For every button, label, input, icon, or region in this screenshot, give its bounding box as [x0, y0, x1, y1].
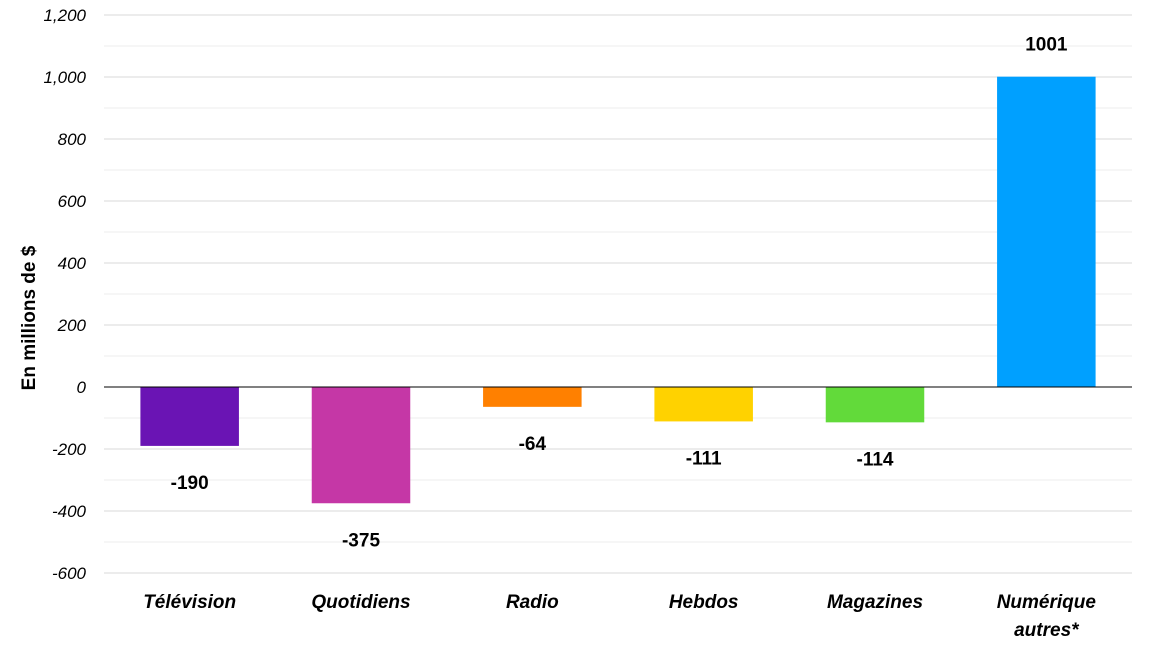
category-label: Télévision — [143, 592, 236, 613]
bar — [483, 387, 582, 407]
data-label: -375 — [342, 530, 380, 551]
y-tick-label: 1,200 — [43, 6, 86, 25]
y-axis-title: En millions de $ — [19, 245, 40, 390]
y-tick-label: 200 — [57, 316, 87, 335]
data-label: 1001 — [1025, 35, 1068, 56]
y-tick-label: -400 — [52, 502, 87, 521]
category-label: Magazines — [827, 592, 923, 613]
category-label: autres* — [1014, 620, 1080, 641]
bars — [140, 76, 1096, 504]
data-label: -111 — [686, 448, 722, 469]
y-tick-label: 1,000 — [43, 68, 86, 87]
y-tick-label: 800 — [58, 130, 87, 149]
y-tick-label: -600 — [52, 564, 87, 583]
y-tick-label: -200 — [52, 440, 87, 459]
data-label: -64 — [519, 434, 547, 455]
category-label: Numérique — [997, 592, 1097, 613]
data-label: -114 — [857, 449, 894, 470]
category-label: Hebdos — [669, 592, 739, 613]
y-tick-label: 600 — [58, 192, 87, 211]
bar — [311, 387, 411, 504]
bar — [825, 387, 925, 423]
bar — [997, 76, 1096, 387]
y-tick-label: 400 — [58, 254, 87, 273]
gridlines — [104, 14, 1132, 574]
category-label: Quotidiens — [311, 592, 410, 613]
category-label: Radio — [506, 592, 559, 613]
data-label: -190 — [171, 473, 209, 494]
y-tick-label: 0 — [77, 378, 87, 397]
bar — [654, 387, 753, 422]
labels: -600 -400 -200 0 200 400 600 800 1,000 1,200 -190 T… — [43, 6, 1096, 641]
bar — [140, 387, 239, 446]
